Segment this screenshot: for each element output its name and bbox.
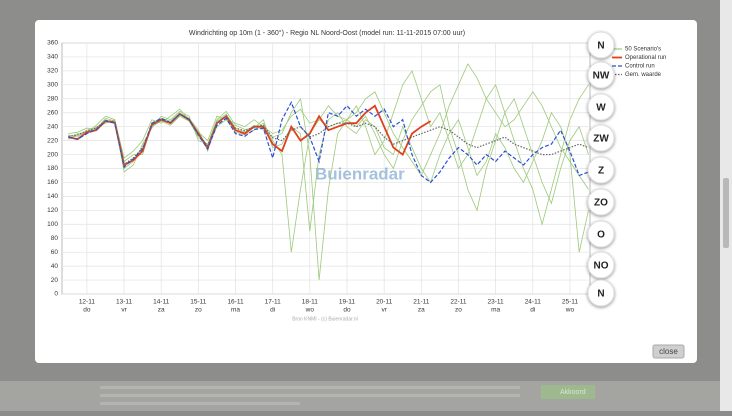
y-tick-label: 160 bbox=[47, 179, 58, 186]
close-label: close bbox=[659, 347, 678, 356]
y-tick-label: 340 bbox=[47, 54, 58, 61]
direction-label: Z bbox=[598, 166, 604, 177]
x-tick-label: 15-11 bbox=[190, 299, 207, 306]
x-tick-label: 20-11 bbox=[376, 299, 393, 306]
y-tick-label: 40 bbox=[51, 263, 59, 270]
legend-label: Operational run bbox=[625, 55, 666, 61]
cookie-accept[interactable] bbox=[541, 385, 595, 399]
legend-label: Control run bbox=[625, 64, 655, 70]
direction-badge bbox=[587, 188, 615, 216]
x-tick-day: di bbox=[530, 307, 535, 314]
direction-badge bbox=[587, 251, 615, 279]
x-tick-day: do bbox=[83, 307, 91, 314]
direction-badge bbox=[587, 279, 615, 307]
y-tick-label: 260 bbox=[47, 109, 58, 116]
y-tick-label: 120 bbox=[47, 207, 58, 214]
cookie-accept-label: Akkoord bbox=[560, 389, 586, 396]
y-tick-label: 140 bbox=[47, 193, 58, 200]
direction-label: NW bbox=[593, 71, 610, 82]
x-tick-label: 23-11 bbox=[488, 299, 505, 306]
chart-title: Windrichting op 10m (1 - 360°) - Regio N… bbox=[189, 29, 465, 37]
x-tick-label: 14-11 bbox=[153, 299, 170, 306]
y-tick-label: 220 bbox=[47, 137, 58, 144]
series-line bbox=[68, 100, 589, 184]
x-tick-day: zo bbox=[455, 307, 462, 314]
direction-badge bbox=[587, 124, 615, 152]
source: Bron KNMI - (c) Buienradar.nl bbox=[292, 316, 358, 322]
x-tick-label: 22-11 bbox=[450, 299, 467, 306]
legend-label: Gem. waarde bbox=[625, 72, 662, 78]
y-tick-label: 20 bbox=[51, 277, 59, 284]
x-tick-day: ma bbox=[231, 307, 240, 314]
scenario-line bbox=[68, 63, 589, 190]
direction-label: W bbox=[596, 103, 606, 114]
close-button[interactable] bbox=[652, 344, 685, 359]
x-tick-day: wo bbox=[305, 307, 315, 314]
y-tick-label: 360 bbox=[47, 40, 58, 47]
series-line bbox=[68, 113, 589, 166]
direction-badge bbox=[587, 61, 615, 89]
scenario-line bbox=[68, 69, 589, 281]
direction-label: ZO bbox=[594, 198, 608, 209]
scenario-line bbox=[68, 110, 589, 253]
cookie-text bbox=[100, 402, 300, 405]
direction-label: N bbox=[597, 289, 604, 300]
y-tick-label: 320 bbox=[47, 68, 58, 75]
x-tick-label: 17-11 bbox=[265, 299, 282, 306]
x-tick-day: vr bbox=[121, 307, 127, 314]
y-tick-label: 300 bbox=[47, 82, 58, 89]
legend-label: 50 Scenario's bbox=[625, 47, 661, 53]
direction-badge bbox=[587, 31, 615, 59]
x-tick-label: 19-11 bbox=[339, 299, 356, 306]
direction-label: N bbox=[597, 41, 604, 52]
watermark: Buienradar bbox=[315, 164, 405, 183]
y-tick-label: 80 bbox=[51, 235, 59, 242]
y-tick-label: 60 bbox=[51, 249, 59, 256]
direction-badge bbox=[587, 156, 615, 184]
x-tick-label: 24-11 bbox=[525, 299, 542, 306]
x-tick-label: 12-11 bbox=[79, 299, 96, 306]
y-tick-label: 240 bbox=[47, 123, 58, 130]
direction-badge bbox=[587, 93, 615, 121]
y-tick-label: 0 bbox=[54, 291, 58, 298]
x-tick-day: za bbox=[418, 307, 425, 314]
y-tick-label: 100 bbox=[47, 221, 58, 228]
direction-label: O bbox=[597, 230, 605, 241]
y-tick-label: 200 bbox=[47, 151, 58, 158]
cookie-text bbox=[100, 386, 520, 389]
x-tick-day: zo bbox=[195, 307, 202, 314]
x-tick-label: 16-11 bbox=[227, 299, 244, 306]
x-tick-day: wo bbox=[565, 307, 575, 314]
direction-badge bbox=[587, 220, 615, 248]
x-tick-label: 21-11 bbox=[413, 299, 430, 306]
cookie-text bbox=[100, 394, 520, 397]
x-tick-day: di bbox=[270, 307, 275, 314]
x-tick-day: do bbox=[343, 307, 351, 314]
x-tick-day: za bbox=[158, 307, 165, 314]
x-tick-label: 25-11 bbox=[562, 299, 579, 306]
x-tick-label: 13-11 bbox=[116, 299, 133, 306]
x-tick-label: 18-11 bbox=[302, 299, 319, 306]
y-tick-label: 280 bbox=[47, 95, 58, 102]
direction-label: NO bbox=[594, 261, 609, 272]
x-tick-day: ma bbox=[491, 307, 500, 314]
x-tick-day: vr bbox=[381, 307, 387, 314]
direction-label: ZW bbox=[593, 134, 609, 145]
scroll-thumb[interactable] bbox=[723, 178, 729, 248]
y-tick-label: 180 bbox=[47, 165, 58, 172]
